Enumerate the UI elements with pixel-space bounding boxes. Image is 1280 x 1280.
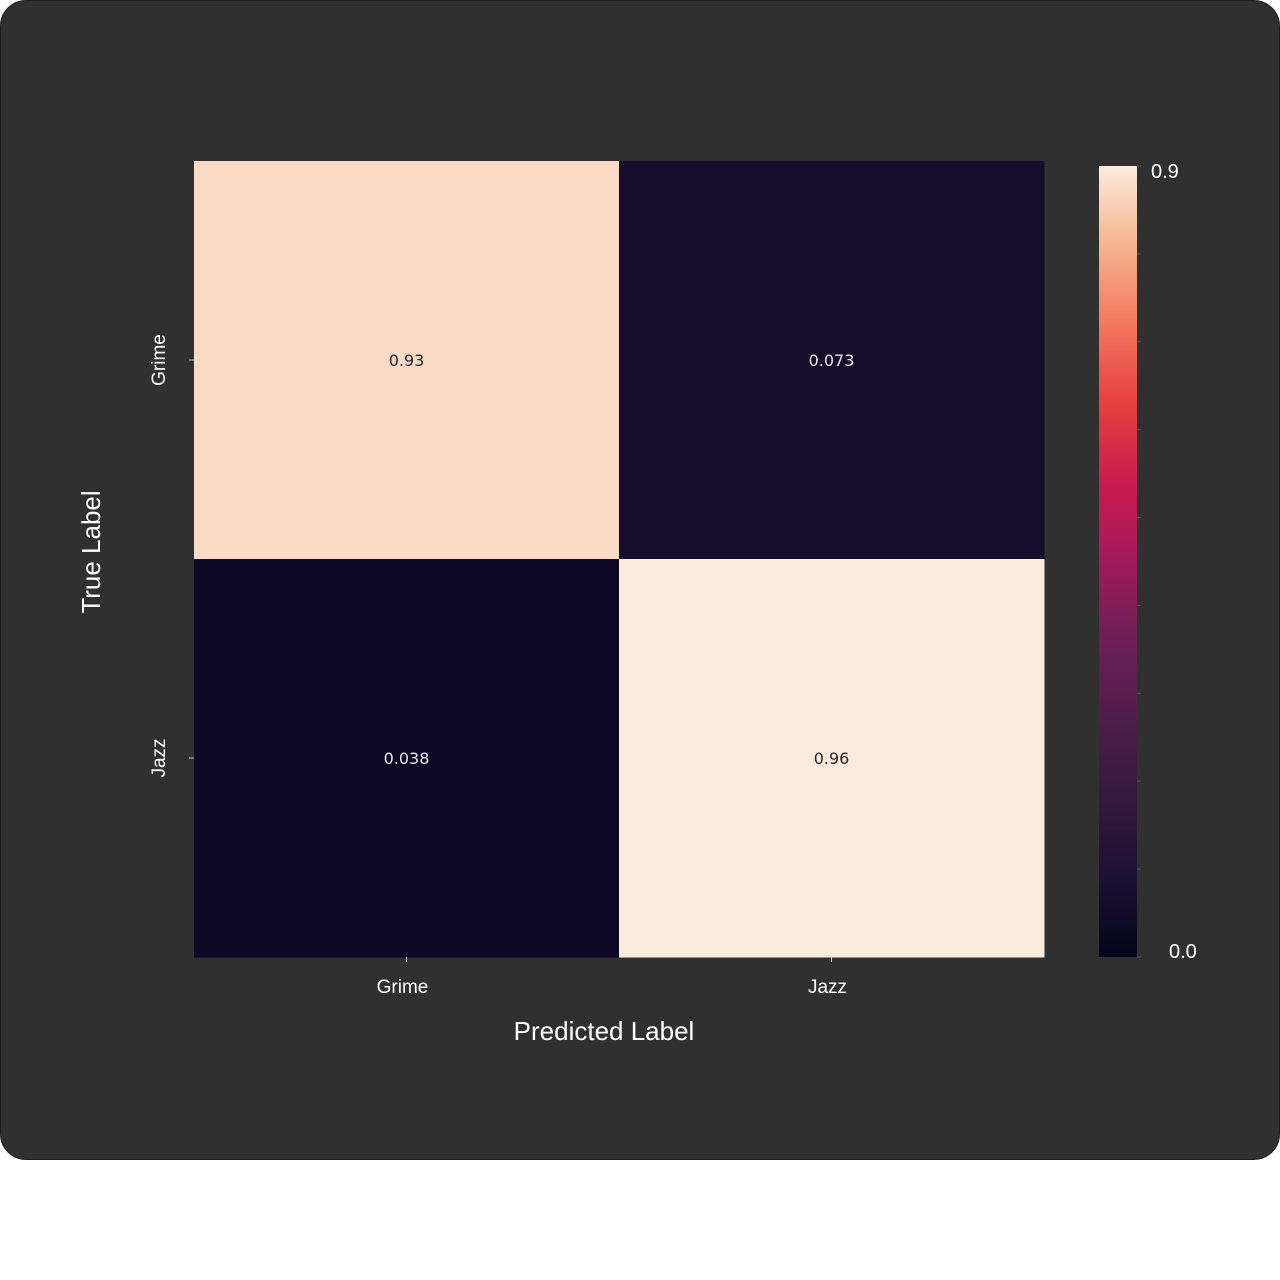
colorbar <box>1099 166 1137 957</box>
x-tick-label: Jazz <box>808 977 847 998</box>
y-axis-ticks: Grime Jazz <box>149 334 194 778</box>
y-tick-label: Grime <box>149 334 170 386</box>
heatmap-cell-jazz-jazz <box>619 559 1045 958</box>
heatmap-cell-labels: 0.93 0.073 0.038 0.96 <box>384 351 855 768</box>
cell-value-label: 0.073 <box>809 351 855 370</box>
cell-value-label: 0.96 <box>814 749 850 768</box>
y-axis-title: True Label <box>76 490 106 613</box>
x-tick-label: Grime <box>377 977 429 998</box>
x-axis-title: Predicted Label <box>514 1016 695 1046</box>
confusion-matrix-chart: 0.93 0.073 0.038 0.96 Grime Jazz Grime Jazz P… <box>76 161 1197 1046</box>
colorbar-tick-label: 0.9 <box>1151 161 1179 183</box>
cell-value-label: 0.93 <box>389 351 425 370</box>
x-axis-ticks: Grime Jazz <box>377 957 847 998</box>
y-tick-label: Jazz <box>149 738 170 777</box>
heatmap-cell-grime-grime <box>194 161 620 560</box>
heatmap-cells <box>194 161 1045 958</box>
heatmap-cell-grime-jazz <box>619 161 1045 560</box>
heatmap-cell-jazz-grime <box>194 559 620 958</box>
cell-value-label: 0.038 <box>384 749 430 768</box>
colorbar-ticks: 0.9 0.0 <box>1137 161 1197 963</box>
colorbar-tick-label: 0.0 <box>1169 941 1197 963</box>
